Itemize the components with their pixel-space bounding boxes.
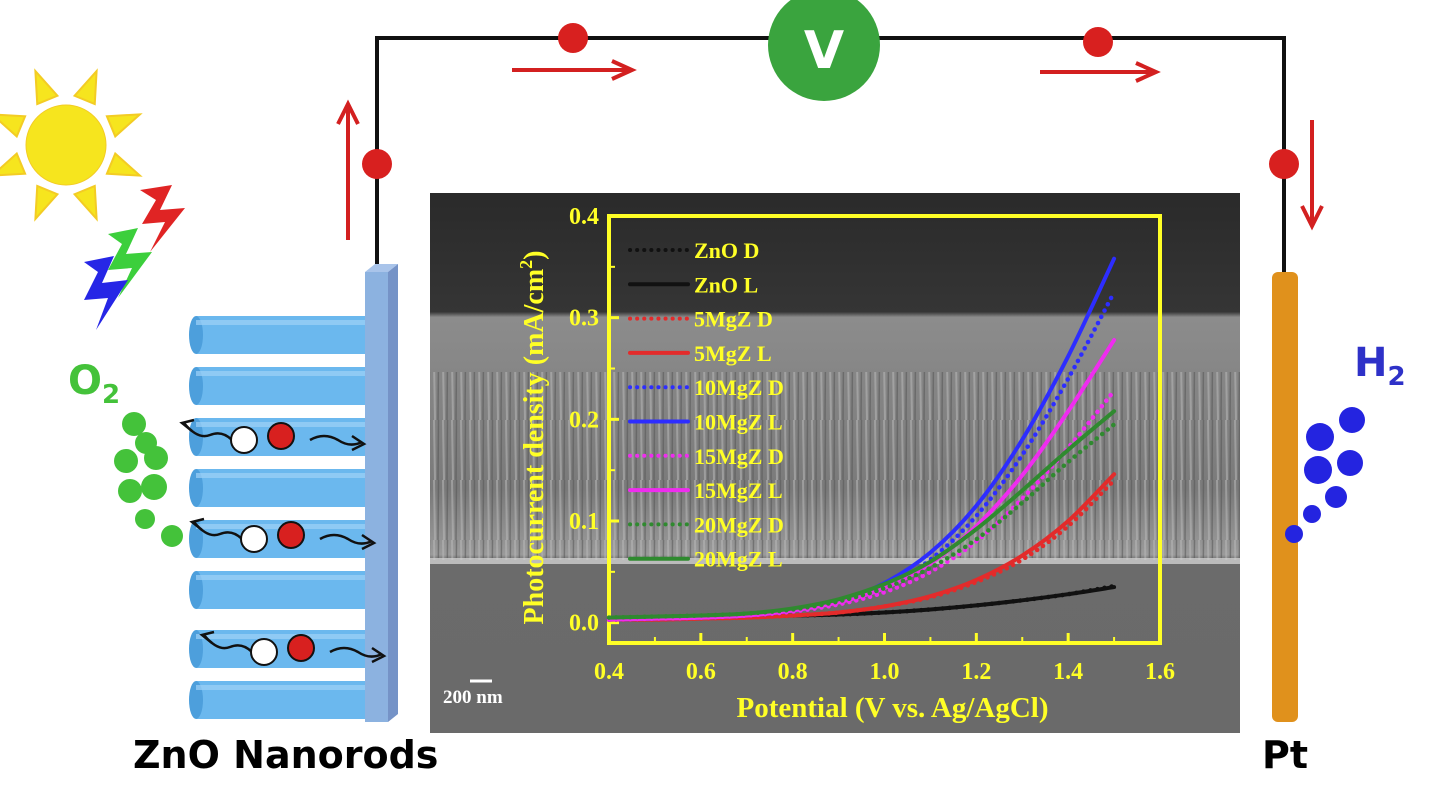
arrow-up-icon (336, 99, 360, 240)
arrow-right-icon (1040, 61, 1161, 83)
h2-bubble (1285, 525, 1303, 543)
legend-label: 5MgZ D (694, 307, 773, 332)
legend-label: 10MgZ D (694, 375, 784, 400)
legend-label: 5MgZ L (694, 341, 772, 366)
voltmeter-label: V (804, 21, 844, 81)
circuit-nodes (362, 23, 1299, 179)
x-tick-label: 0.4 (594, 659, 624, 685)
circuit-node (362, 149, 392, 179)
x-tick-label: 1.0 (870, 659, 900, 685)
scale-bar: 200 nm (443, 679, 503, 708)
o2-bubble (118, 479, 142, 503)
electron-hole-pair (189, 517, 377, 553)
electron-hole-pair (199, 630, 387, 666)
o2-label-base: O (68, 358, 103, 404)
h2-bubble (1337, 450, 1363, 476)
sun-ray (72, 184, 98, 222)
light-bolts-icon (84, 185, 185, 330)
o2-bubble (114, 449, 138, 473)
hole (240, 525, 268, 553)
x-tick-label: 1.4 (1053, 659, 1083, 685)
h2-bubble (1303, 505, 1321, 523)
h2-bubble (1325, 486, 1347, 508)
x-axis-title: Potential (V vs. Ag/AgCl) (736, 692, 1048, 724)
h2-label: H2 (1354, 340, 1406, 392)
series-line-15mgz-d (606, 388, 1117, 622)
electron (277, 521, 305, 549)
voltmeter: V (768, 0, 880, 101)
h2-label-base: H (1354, 340, 1388, 386)
hole (250, 638, 278, 666)
series-line-20mgz-l (607, 409, 1117, 620)
arrow-right-icon (512, 59, 637, 81)
legend-label: 10MgZ L (694, 410, 783, 435)
nanorod (189, 367, 368, 405)
zno-nanorods-label: ZnO Nanorods (133, 733, 439, 777)
x-tick-label: 0.6 (686, 659, 716, 685)
sun-ray (34, 68, 60, 106)
y-tick-label: 0.3 (569, 306, 599, 332)
o2-bubble (141, 474, 167, 500)
photocurrent-chart: 0.4 0.6 0.8 1.0 1.2 1.4 1.6 0.0 0.1 0.2 0.3 0.4 Pote… (516, 204, 1175, 724)
h2-bubble (1306, 423, 1334, 451)
legend-label: ZnO D (694, 238, 759, 263)
h2-bubbles (1285, 407, 1365, 543)
sun-ray (105, 151, 143, 177)
circuit-node (1083, 27, 1113, 57)
sun-ray (34, 184, 60, 222)
h2-bubble (1339, 407, 1365, 433)
o2-bubble (161, 525, 183, 547)
pt-label: Pt (1262, 733, 1309, 777)
h2-label-sub: 2 (1387, 362, 1406, 392)
y-tick-label: 0.1 (569, 509, 599, 535)
legend-label: 20MgZ L (694, 547, 783, 572)
electron-flow-arrows (336, 59, 1324, 240)
series-line-20mgz-d (606, 422, 1117, 620)
pt-electrode (1272, 272, 1298, 722)
y-tick-label: 0.2 (569, 407, 599, 433)
electron (267, 422, 295, 450)
y-tick-label: 0.4 (569, 204, 599, 230)
legend-label: 15MgZ L (694, 478, 783, 503)
legend-label: 20MgZ D (694, 512, 784, 537)
sun-ray (105, 113, 143, 139)
sun-ray (0, 113, 27, 139)
x-tick-label: 0.8 (778, 659, 808, 685)
sun-ray (0, 151, 27, 177)
hole (230, 426, 258, 454)
electron-hole-pair (179, 418, 367, 454)
electron (287, 634, 315, 662)
chart-legend: ZnO D ZnO L 5MgZ D 5MgZ L 10MgZ D 10MgZ L 15Mg… (628, 238, 784, 572)
circuit-node (1269, 149, 1299, 179)
circuit-node (558, 23, 588, 53)
o2-label-sub: 2 (102, 380, 121, 410)
sun-icon (0, 68, 143, 222)
zno-nanorod-array (189, 316, 368, 719)
electron-hole-pairs (179, 418, 387, 666)
y-axis-title: Photocurrent density (mA/cm2) (516, 251, 550, 625)
nanorod (189, 681, 368, 719)
x-tick-label: 1.2 (961, 659, 991, 685)
scale-bar-label: 200 nm (443, 687, 503, 708)
o2-bubble (135, 509, 155, 529)
y-tick-label: 0.0 (569, 611, 599, 637)
o2-label: O2 (68, 358, 120, 410)
nanorod (189, 316, 368, 354)
legend-label: 15MgZ D (694, 444, 784, 469)
arrow-down-icon (1300, 120, 1324, 231)
sun-ray (72, 68, 98, 106)
h2-bubble (1304, 456, 1332, 484)
o2-bubbles (114, 412, 183, 547)
o2-bubble (144, 446, 168, 470)
o2-bubble (122, 412, 146, 436)
nanorod (189, 469, 368, 507)
x-tick-label: 1.6 (1145, 659, 1175, 685)
fto-substrate (365, 264, 398, 722)
legend-label: ZnO L (694, 272, 758, 297)
sem-image: 200 nm (430, 193, 1240, 733)
nanorod (189, 571, 368, 609)
